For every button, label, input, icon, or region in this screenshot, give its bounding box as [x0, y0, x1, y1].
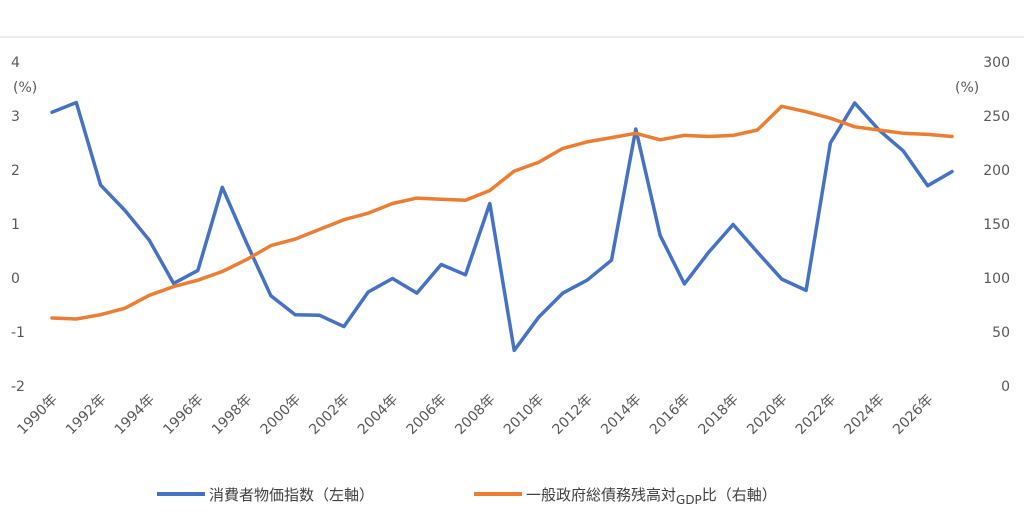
- right-tick-label: 300: [983, 55, 1010, 71]
- left-axis-ticks: -2 -1 0 1 2 3 4: [11, 55, 25, 395]
- left-tick-label: 1: [11, 217, 20, 233]
- right-axis-unit: (%): [955, 80, 979, 96]
- left-axis-unit: (%): [13, 80, 37, 96]
- right-tick-label: 0: [1001, 379, 1010, 395]
- legend: 消費者物価指数（左軸） 一般政府総債務残高対GDP比（右軸）: [157, 486, 777, 507]
- legend-label-debt-part2: GDP: [676, 493, 702, 507]
- left-tick-label: -1: [11, 325, 25, 341]
- right-tick-label: 50: [992, 325, 1010, 341]
- left-tick-label: 3: [11, 109, 20, 125]
- right-tick-label: 200: [983, 163, 1010, 179]
- right-tick-label: 250: [983, 109, 1010, 125]
- right-tick-label: 150: [983, 217, 1010, 233]
- right-tick-label: 100: [983, 271, 1010, 287]
- legend-item-debt: 一般政府総債務残高対GDP比（右軸）: [474, 486, 777, 507]
- legend-label-cpi: 消費者物価指数（左軸）: [209, 486, 374, 504]
- left-tick-label: 4: [11, 55, 20, 71]
- debt-ratio-line: [50, 104, 954, 321]
- right-axis-ticks: 0 50 100 150 200 250 300: [983, 55, 1010, 395]
- legend-label-debt-part3: 比（右軸）: [702, 486, 777, 504]
- legend-label-debt: 一般政府総債務残高対GDP比（右軸）: [526, 486, 777, 507]
- legend-item-cpi: 消費者物価指数（左軸）: [157, 486, 374, 504]
- series-layer: [50, 100, 954, 353]
- cpi-line: [50, 100, 954, 353]
- left-tick-label: 2: [11, 163, 20, 179]
- left-tick-label: 0: [11, 271, 20, 287]
- left-tick-label: -2: [11, 379, 25, 395]
- legend-label-debt-part1: 一般政府総債務残高対: [526, 486, 676, 504]
